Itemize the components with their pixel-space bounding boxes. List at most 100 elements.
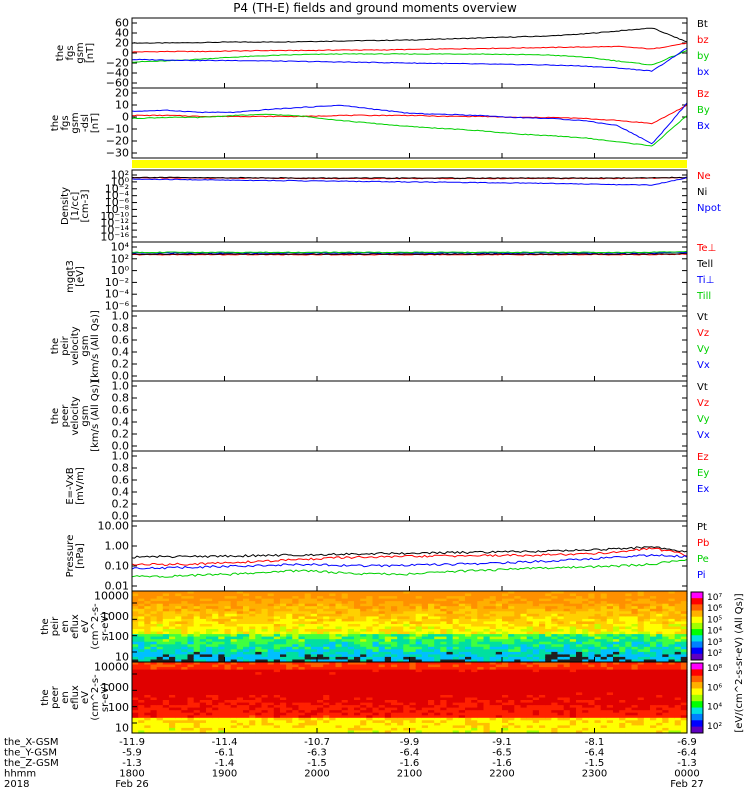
- heatmap-cell: [156, 649, 164, 653]
- heatmap-cell: [397, 697, 404, 701]
- heatmap-cell: [613, 710, 620, 714]
- heatmap-cell: [465, 656, 472, 660]
- heatmap-cell: [545, 659, 552, 663]
- heatmap-cell: [520, 626, 528, 630]
- heatmap-cell: [483, 593, 491, 597]
- heatmap-cell: [631, 624, 639, 628]
- heatmap-cell: [514, 621, 522, 625]
- heatmap-cell: [446, 695, 454, 699]
- heatmap-cell: [421, 636, 429, 640]
- heatmap-cell: [366, 672, 374, 676]
- heatmap-cell: [384, 644, 392, 648]
- heatmap-cell: [452, 601, 460, 605]
- heatmap-cell: [508, 649, 515, 653]
- heatmap-cell: [132, 598, 139, 602]
- heatmap-cell: [613, 674, 620, 678]
- heatmap-cell: [212, 593, 219, 597]
- heatmap-cell: [520, 631, 528, 635]
- heatmap-cell: [588, 700, 596, 704]
- heatmap-cell: [206, 611, 213, 615]
- heatmap-cell: [397, 662, 404, 666]
- heatmap-cell: [489, 654, 497, 658]
- heatmap-cell: [440, 596, 448, 600]
- heatmap-cell: [230, 705, 238, 709]
- heatmap-cell: [440, 662, 448, 666]
- heatmap-cell: [637, 659, 645, 663]
- heatmap-cell: [261, 646, 269, 650]
- heatmap-cell: [360, 611, 367, 615]
- heatmap-cell: [224, 646, 232, 650]
- heatmap-cell: [292, 702, 300, 706]
- heatmap-cell: [292, 705, 300, 709]
- heatmap-cell: [193, 596, 201, 600]
- heatmap-cell: [643, 621, 651, 625]
- heatmap-cell: [594, 591, 602, 595]
- heatmap-cell: [169, 679, 176, 683]
- heatmap-cell: [458, 705, 466, 709]
- heatmap-cell: [551, 659, 559, 663]
- heatmap-cell: [650, 601, 657, 605]
- heatmap-cell: [576, 608, 583, 612]
- heatmap-cell: [218, 717, 226, 721]
- heatmap-cell: [409, 679, 417, 683]
- heatmap-cell: [625, 626, 633, 630]
- heatmap-cell: [588, 618, 596, 622]
- heatmap-cell: [514, 618, 522, 622]
- heatmap-cell: [489, 697, 497, 701]
- heatmap-cell: [613, 702, 620, 706]
- heatmap-cell: [224, 717, 232, 721]
- heatmap-cell: [384, 591, 392, 595]
- heatmap-cell: [132, 626, 139, 630]
- heatmap-cell: [162, 634, 170, 638]
- heatmap-cell: [421, 702, 429, 706]
- heatmap-cell: [495, 616, 503, 620]
- heatmap-cell: [199, 601, 207, 605]
- heatmap-cell: [668, 613, 676, 617]
- heatmap-cell: [465, 702, 472, 706]
- heatmap-cell: [434, 656, 441, 660]
- heatmap-cell: [483, 629, 491, 633]
- heatmap-cell: [144, 598, 152, 602]
- heatmap-cell: [354, 626, 361, 630]
- heatmap-cell: [594, 601, 602, 605]
- heatmap-cell: [520, 707, 528, 711]
- heatmap-cell: [495, 613, 503, 617]
- panel-density: 10²10⁰10⁻²10⁻⁴10⁻⁶10⁻⁸10⁻¹⁰10⁻¹²10⁻¹⁴10⁻…: [60, 169, 721, 244]
- heatmap-cell: [600, 677, 608, 681]
- heatmap-cell: [378, 621, 386, 625]
- heatmap-cell: [576, 720, 583, 724]
- heatmap-cell: [206, 717, 213, 721]
- heatmap-cell: [471, 651, 478, 655]
- heatmap-cell: [452, 591, 460, 595]
- heatmap-cell: [304, 601, 312, 605]
- heatmap-cell: [249, 629, 256, 633]
- heatmap-cell: [243, 603, 250, 607]
- heatmap-cell: [249, 649, 256, 653]
- heatmap-cell: [175, 667, 182, 671]
- heatmap-cell: [613, 624, 620, 628]
- heatmap-cell: [212, 725, 219, 729]
- heatmap-cell: [643, 659, 651, 663]
- heatmap-cell: [366, 720, 374, 724]
- heatmap-cell: [175, 654, 182, 658]
- heatmap-cell: [144, 654, 152, 658]
- heatmap-cell: [304, 656, 312, 660]
- heatmap-cell: [298, 707, 306, 711]
- heatmap-cell: [150, 672, 158, 676]
- heatmap-cell: [132, 687, 139, 691]
- heatmap-cell: [347, 621, 355, 625]
- heatmap-cell: [304, 725, 312, 729]
- heatmap-cell: [397, 720, 404, 724]
- heatmap-cell: [483, 616, 491, 620]
- heatmap-cell: [218, 667, 226, 671]
- heatmap-cell: [489, 656, 497, 660]
- heatmap-cell: [230, 684, 238, 688]
- heatmap-cell: [169, 631, 176, 635]
- heatmap-cell: [637, 641, 645, 645]
- heatmap-cell: [576, 624, 583, 628]
- heatmap-cell: [588, 725, 596, 729]
- heatmap-cell: [458, 727, 466, 731]
- heatmap-cell: [680, 656, 688, 660]
- heatmap-cell: [193, 687, 201, 691]
- heatmap-cell: [403, 702, 411, 706]
